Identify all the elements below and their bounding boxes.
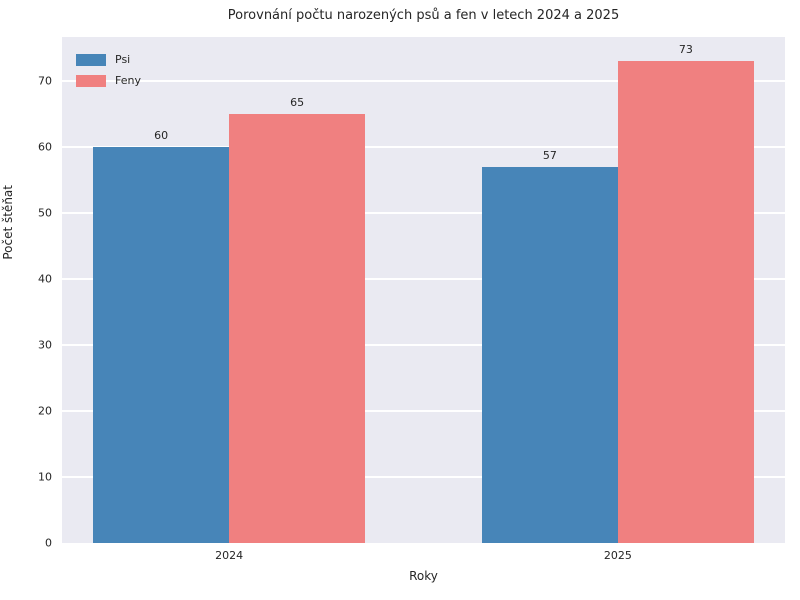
value-label-feny-2025: 73 <box>678 43 693 57</box>
xtick-label-2025: 2025 <box>603 549 632 562</box>
legend-row-feny: Feny <box>76 70 141 91</box>
plot-area: 60 65 57 73 Psi Feny <box>62 37 785 543</box>
legend-label-feny: Feny <box>115 74 141 87</box>
chart-title: Porovnání počtu narozených psů a fen v l… <box>227 8 620 23</box>
ytick-label-60: 60 <box>38 140 52 154</box>
ytick-label-50: 50 <box>38 206 52 220</box>
gridline-y-30 <box>62 343 785 346</box>
legend-swatch-feny <box>76 74 106 87</box>
ytick-label-10: 10 <box>38 470 52 484</box>
ytick-label-70: 70 <box>38 74 52 88</box>
gridline-y-50 <box>62 211 785 214</box>
gridline-y-40 <box>62 277 785 280</box>
gridline-y-20 <box>62 409 785 412</box>
bar-feny-2024 <box>229 113 366 543</box>
bar-psi-2024 <box>93 146 230 543</box>
value-label-psi-2025: 57 <box>542 148 557 162</box>
legend-label-psi: Psi <box>115 53 131 66</box>
ytick-label-20: 20 <box>38 404 52 418</box>
gridline-y-10 <box>62 475 785 478</box>
x-axis-label: Roky <box>409 569 438 583</box>
xtick-label-2024: 2024 <box>215 549 244 562</box>
legend: Psi Feny <box>72 47 145 93</box>
legend-row-psi: Psi <box>76 49 141 70</box>
gridline-y-70 <box>62 79 785 82</box>
y-axis-label: Počet štěňat <box>1 185 15 260</box>
ytick-label-40: 40 <box>38 272 52 286</box>
ytick-label-0: 0 <box>45 536 52 550</box>
bar-feny-2025 <box>617 61 754 543</box>
value-label-psi-2024: 60 <box>154 128 169 142</box>
bar-psi-2025 <box>481 166 618 543</box>
gridline-y-60 <box>62 145 785 148</box>
value-label-feny-2024: 65 <box>290 95 305 109</box>
ytick-label-30: 30 <box>38 338 52 352</box>
legend-swatch-psi <box>76 53 106 66</box>
